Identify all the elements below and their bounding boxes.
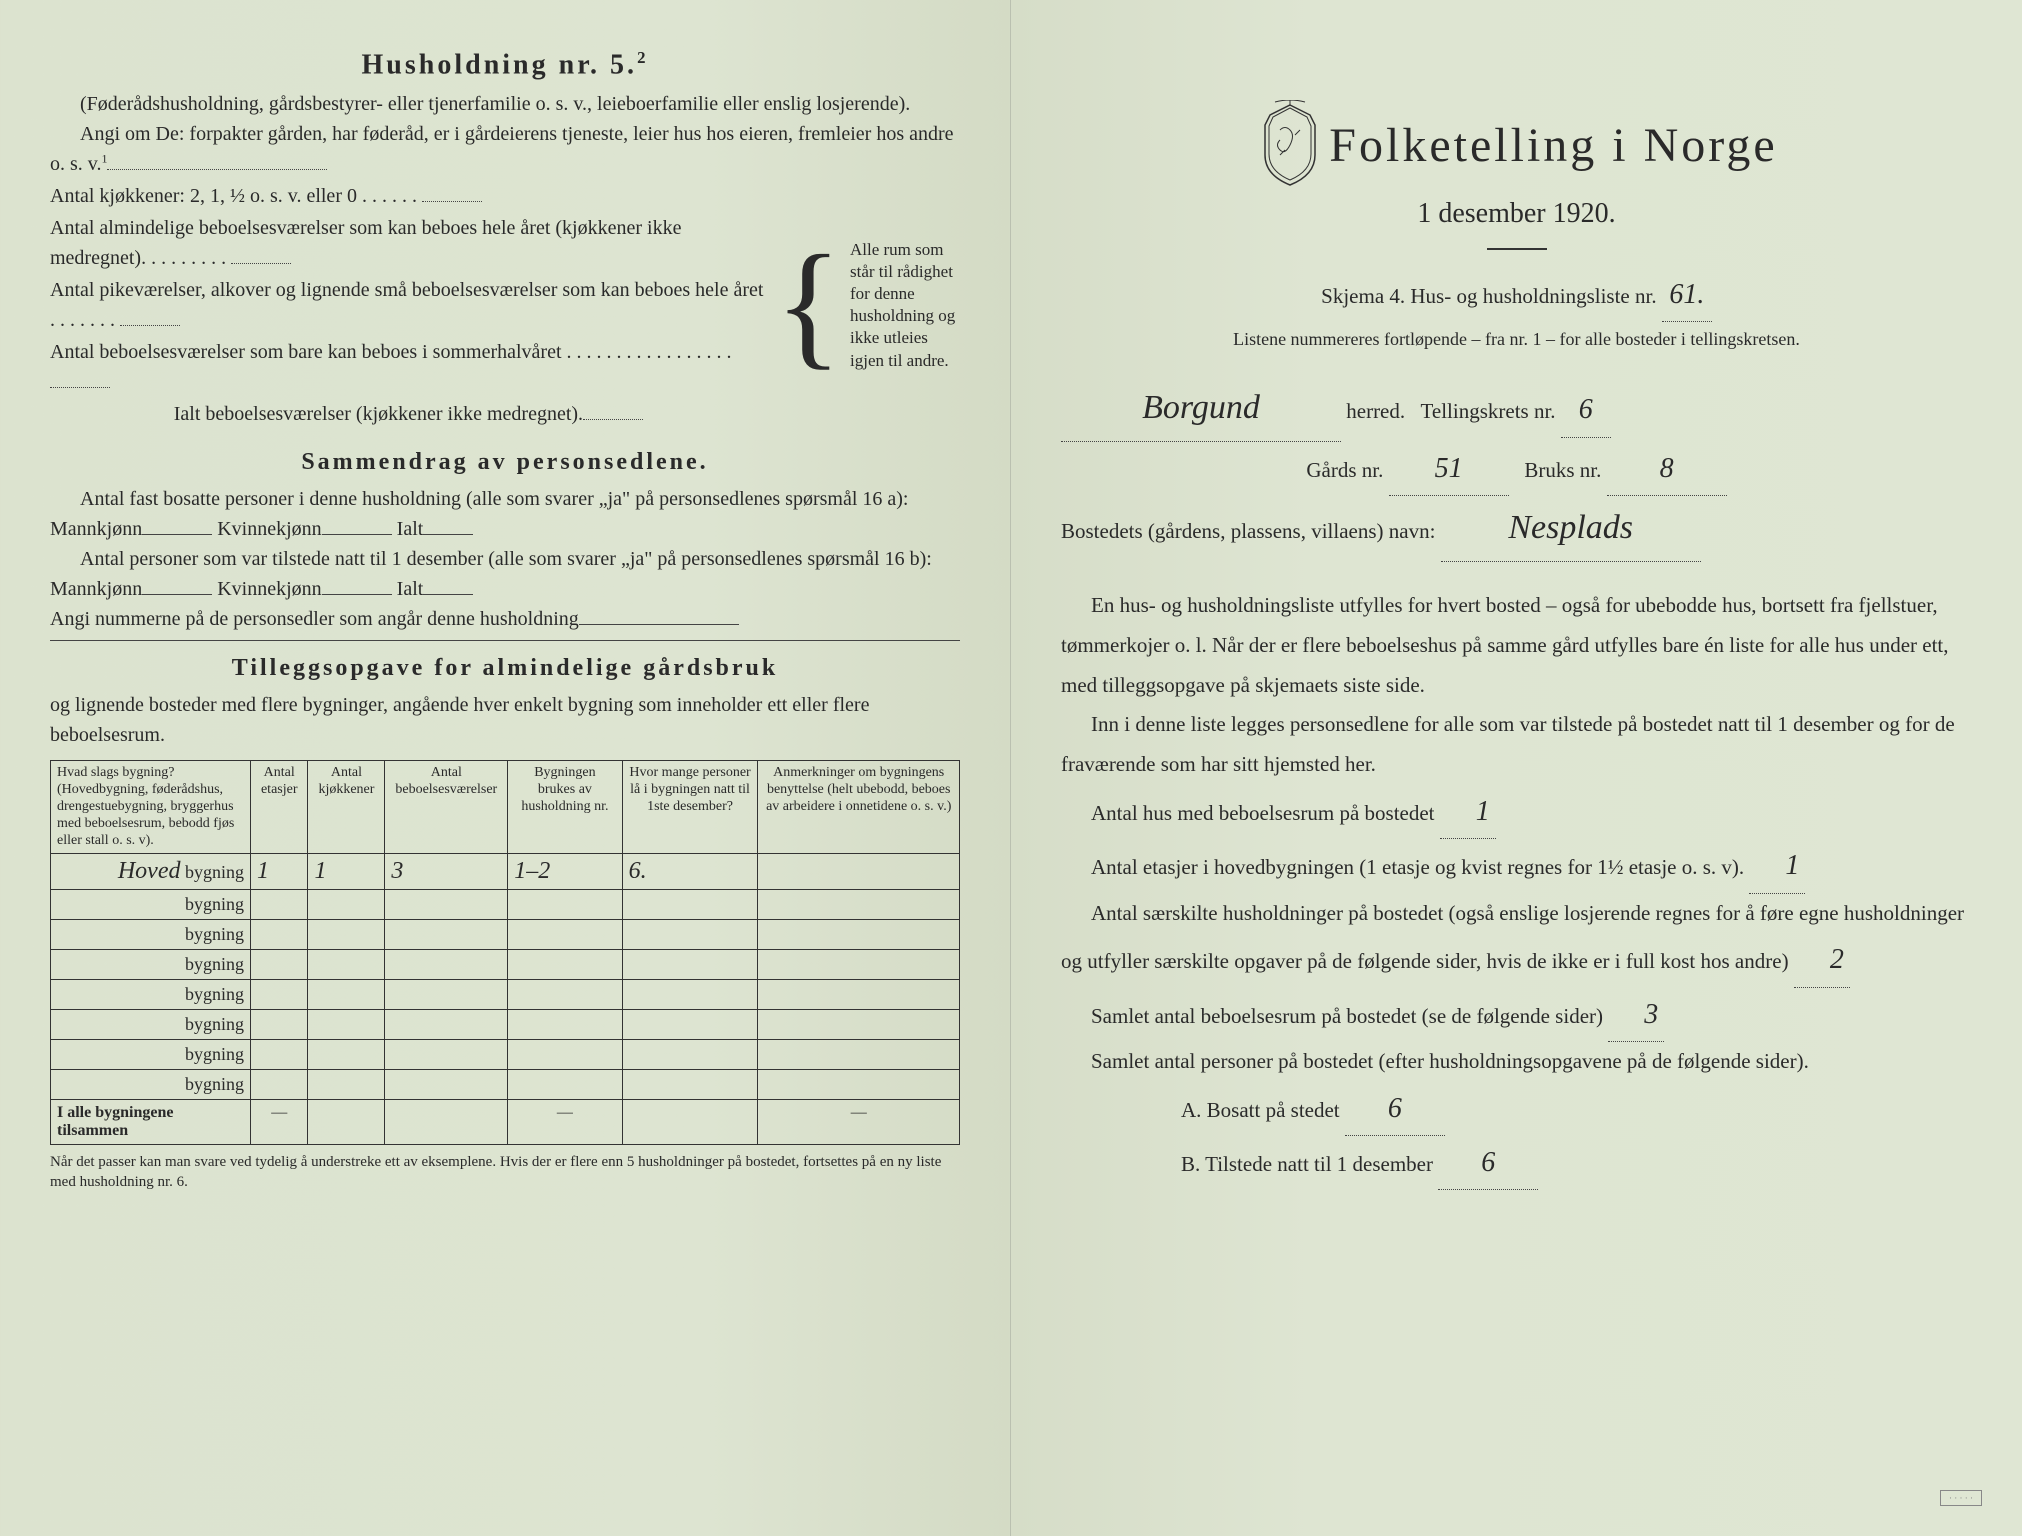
th-kitchens: Antal kjøkkener xyxy=(308,761,385,854)
summary-title: Sammendrag av personsedlene. xyxy=(50,449,960,476)
q4-value: 3 xyxy=(1608,988,1664,1042)
herred-value: Borgund xyxy=(1061,376,1341,442)
building-table: Hvad slags bygning? (Hovedbygning, føder… xyxy=(50,760,960,1145)
table-row: bygning xyxy=(51,890,960,920)
listene-note: Listene nummereres fortløpende – fra nr.… xyxy=(1061,322,1972,356)
bruks-value: 8 xyxy=(1607,442,1727,496)
th-floors: Antal etasjer xyxy=(251,761,308,854)
gards-line: Gårds nr. 51 Bruks nr. 8 xyxy=(1061,442,1972,496)
footnote: Når det passer kan man svare ved tydelig… xyxy=(50,1153,960,1192)
table-row: bygning xyxy=(51,1010,960,1040)
q5a-line: A. Bosatt på stedet 6 xyxy=(1181,1082,1972,1136)
coat-of-arms-icon xyxy=(1255,100,1325,190)
left-page: Husholdning nr. 5.2 (Føderådshusholdning… xyxy=(0,0,1011,1536)
list-number: 61. xyxy=(1662,268,1712,322)
summary-line3: Angi nummerne på de personsedler som ang… xyxy=(50,604,960,634)
table-row: bygning xyxy=(51,1040,960,1070)
th-remarks: Anmerkninger om bygningens benyttelse (h… xyxy=(758,761,960,854)
q5a-value: 6 xyxy=(1345,1082,1445,1136)
q5b-line: B. Tilstede natt til 1 desember 6 xyxy=(1181,1136,1972,1190)
gards-value: 51 xyxy=(1389,442,1509,496)
table-header-row: Hvad slags bygning? (Hovedbygning, føder… xyxy=(51,761,960,854)
q3-value: 2 xyxy=(1794,933,1850,987)
table-row: bygning xyxy=(51,980,960,1010)
q5b-value: 6 xyxy=(1438,1136,1538,1190)
q4-line: Samlet antal beboelsesrum på bostedet (s… xyxy=(1061,988,1972,1042)
right-page: Folketelling i Norge 1 desember 1920. Sk… xyxy=(1011,0,2022,1536)
table-row: bygning xyxy=(51,1070,960,1100)
q5-line: Samlet antal personer på bostedet (efter… xyxy=(1061,1042,1972,1082)
q3-line: Antal særskilte husholdninger på bostede… xyxy=(1061,894,1972,988)
table-row: bygning xyxy=(51,950,960,980)
main-title: Folketelling i Norge xyxy=(1329,118,1777,173)
table-row: Hoved bygning 1 1 3 1–2 6. xyxy=(51,854,960,890)
bracket-note: Alle rum som står til rådighet for denne… xyxy=(850,239,960,372)
summary-line2: Antal personer som var tilstede natt til… xyxy=(50,544,960,604)
bosted-line: Bostedets (gårdens, plassens, villaens) … xyxy=(1061,496,1972,562)
q2-value: 1 xyxy=(1749,839,1805,893)
divider xyxy=(1487,248,1547,250)
para2: Inn i denne liste legges personsedlene f… xyxy=(1061,705,1972,785)
household-sub1: (Føderådshusholdning, gårdsbestyrer- ell… xyxy=(50,89,960,119)
q2-line: Antal etasjer i hovedbygningen (1 etasje… xyxy=(1061,839,1972,893)
rooms-block: Antal kjøkkener: 2, 1, ½ o. s. v. eller … xyxy=(50,179,960,431)
skjema-line: Skjema 4. Hus- og husholdningsliste nr. … xyxy=(1061,268,1972,322)
document-spread: Husholdning nr. 5.2 (Føderådshusholdning… xyxy=(0,0,2022,1536)
q1-value: 1 xyxy=(1440,785,1496,839)
rooms3: Antal beboelsesværelser som bare kan beb… xyxy=(50,337,767,397)
q1-line: Antal hus med beboelsesrum på bostedet 1 xyxy=(1061,785,1972,839)
rooms2: Antal pikeværelser, alkover og lignende … xyxy=(50,275,767,335)
th-type: Hvad slags bygning? (Hovedbygning, føder… xyxy=(51,761,251,854)
household-sub2: Angi om De: forpakter gården, har føderå… xyxy=(50,119,960,179)
herred-line: Borgund herred. Tellingskrets nr. 6 xyxy=(1061,376,1972,442)
para1: En hus- og husholdningsliste utfylles fo… xyxy=(1061,586,1972,706)
brace-icon: { xyxy=(775,249,842,361)
rooms1: Antal almindelige beboelsesværelser som … xyxy=(50,213,767,273)
table-sum-row: I alle bygningene tilsammen — — — xyxy=(51,1100,960,1145)
krets-value: 6 xyxy=(1561,383,1611,437)
household-title: Husholdning nr. 5.2 xyxy=(50,48,960,81)
rooms-total: Ialt beboelsesværelser (kjøkkener ikke m… xyxy=(50,399,767,429)
main-date: 1 desember 1920. xyxy=(1061,198,1972,230)
bosted-value: Nesplads xyxy=(1441,496,1701,562)
kitchen-line: Antal kjøkkener: 2, 1, ½ o. s. v. eller … xyxy=(50,181,767,211)
right-body: Skjema 4. Hus- og husholdningsliste nr. … xyxy=(1061,268,1972,1190)
addendum-title: Tilleggsopgave for almindelige gårdsbruk xyxy=(50,655,960,682)
table-row: bygning xyxy=(51,920,960,950)
right-header: Folketelling i Norge 1 desember 1920. xyxy=(1061,100,1972,250)
th-persons: Hvor mange personer lå i bygningen natt … xyxy=(622,761,758,854)
addendum-sub: og lignende bosteder med flere bygninger… xyxy=(50,690,960,750)
summary-line1: Antal fast bosatte personer i denne hush… xyxy=(50,484,960,544)
th-household: Bygningen brukes av husholdning nr. xyxy=(508,761,622,854)
printer-stamp: · · · · · xyxy=(1940,1490,1982,1506)
th-rooms: Antal beboelsesværelser xyxy=(385,761,508,854)
